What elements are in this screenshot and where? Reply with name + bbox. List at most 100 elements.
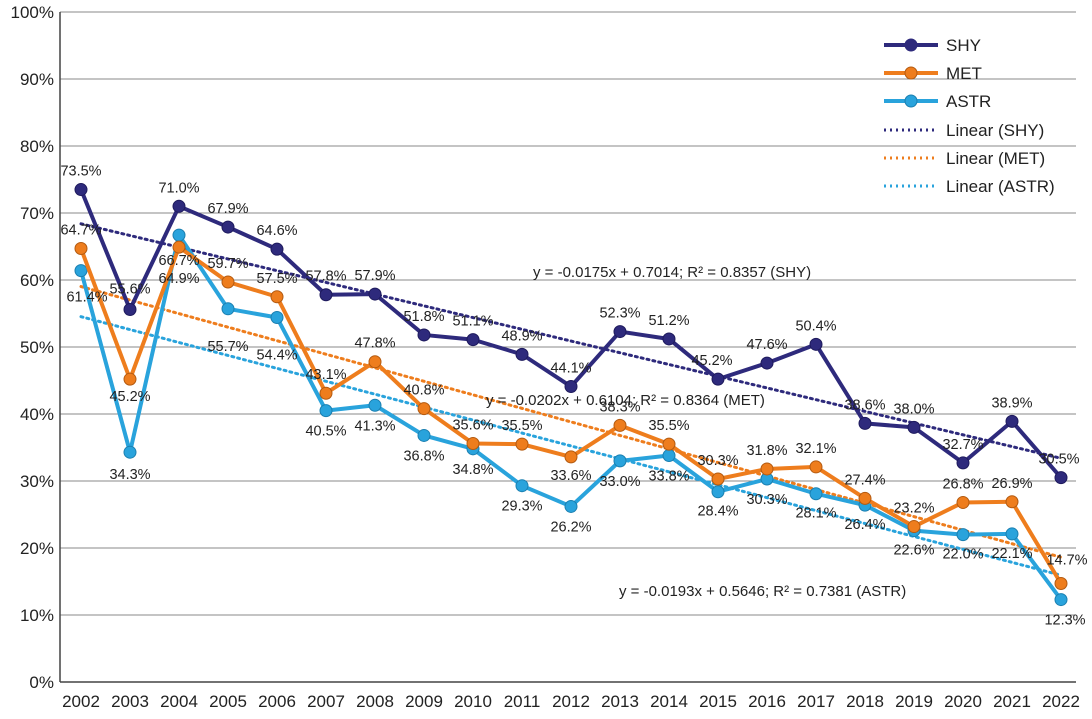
data-label-shy: 57.8% <box>305 269 346 285</box>
data-point-shy[interactable] <box>172 199 186 213</box>
x-tick-label: 2003 <box>111 692 149 711</box>
data-point-met[interactable] <box>564 450 578 464</box>
data-point-astr[interactable] <box>270 311 284 325</box>
data-point-astr[interactable] <box>368 398 382 412</box>
data-point-met[interactable] <box>74 242 88 256</box>
trendlines <box>79 222 1063 577</box>
data-point-met[interactable] <box>760 462 774 476</box>
data-point-met[interactable] <box>1005 495 1019 509</box>
data-label-shy: 30.5% <box>1038 452 1079 468</box>
data-point-shy[interactable] <box>417 328 431 342</box>
data-point-met[interactable] <box>809 460 823 474</box>
data-point-shy[interactable] <box>662 332 676 346</box>
grid-lines <box>59 11 1076 683</box>
legend-item-shy[interactable]: SHY <box>884 36 981 55</box>
data-point-shy[interactable] <box>1005 414 1019 428</box>
legend-label-astr: ASTR <box>946 92 991 111</box>
y-tick-label: 0% <box>29 673 54 692</box>
x-tick-label: 2010 <box>454 692 492 711</box>
data-point-astr[interactable] <box>662 449 676 463</box>
data-point-met[interactable] <box>221 275 235 289</box>
data-label-shy: 45.2% <box>691 353 732 369</box>
legend-item-linear-shy[interactable]: Linear (SHY) <box>884 121 1044 140</box>
data-point-shy[interactable] <box>711 372 725 386</box>
x-tick-label: 2005 <box>209 692 247 711</box>
data-point-shy[interactable] <box>809 337 823 351</box>
data-point-met[interactable] <box>613 418 627 432</box>
legend-item-linear-met[interactable]: Linear (MET) <box>884 149 1045 168</box>
data-point-astr[interactable] <box>613 454 627 468</box>
y-tick-label: 80% <box>20 137 54 156</box>
data-label-astr: 41.3% <box>354 418 395 434</box>
data-point-met[interactable] <box>907 520 921 534</box>
data-point-shy[interactable] <box>123 302 137 316</box>
data-point-met[interactable] <box>319 386 333 400</box>
data-point-met[interactable] <box>466 436 480 450</box>
data-point-shy[interactable] <box>270 242 284 256</box>
data-label-met: 27.4% <box>844 472 885 488</box>
data-point-met[interactable] <box>1054 577 1068 591</box>
data-point-astr[interactable] <box>123 445 137 459</box>
data-point-astr[interactable] <box>1054 593 1068 607</box>
data-point-met[interactable] <box>711 472 725 486</box>
data-label-shy: 71.0% <box>158 180 199 196</box>
data-point-shy[interactable] <box>466 333 480 347</box>
data-point-shy[interactable] <box>564 380 578 394</box>
data-point-astr[interactable] <box>809 487 823 501</box>
data-point-shy[interactable] <box>858 416 872 430</box>
data-point-met[interactable] <box>515 437 529 451</box>
data-point-astr[interactable] <box>1005 527 1019 541</box>
data-point-astr[interactable] <box>319 404 333 418</box>
y-axis-ticks: 0% 10% 20% 30% 40% 50% 60% 70% 80% 90% 100% <box>11 3 54 692</box>
data-point-shy[interactable] <box>319 288 333 302</box>
data-point-shy[interactable] <box>956 456 970 470</box>
data-point-shy[interactable] <box>368 287 382 301</box>
data-point-astr[interactable] <box>711 485 725 499</box>
data-point-shy[interactable] <box>907 420 921 434</box>
y-tick-label: 10% <box>20 606 54 625</box>
data-label-astr: 33.0% <box>599 474 640 490</box>
data-label-met: 45.2% <box>109 389 150 405</box>
data-point-astr[interactable] <box>74 264 88 278</box>
x-tick-label: 2011 <box>504 692 541 711</box>
data-point-met[interactable] <box>172 240 186 254</box>
data-point-met[interactable] <box>662 437 676 451</box>
legend-label-met: MET <box>946 64 982 83</box>
data-point-astr[interactable] <box>172 228 186 242</box>
equation-met: y = -0.0202x + 0.6104; R² = 0.8364 (MET) <box>486 392 765 409</box>
data-point-met[interactable] <box>858 491 872 505</box>
data-point-astr[interactable] <box>515 479 529 493</box>
legend-item-astr[interactable]: ASTR <box>884 92 991 111</box>
data-series <box>74 183 1068 607</box>
x-tick-label: 2012 <box>552 692 590 711</box>
legend-marker-met <box>904 66 918 80</box>
data-point-shy[interactable] <box>613 325 627 339</box>
data-point-shy[interactable] <box>515 347 529 361</box>
y-tick-label: 60% <box>20 271 54 290</box>
x-tick-label: 2018 <box>846 692 884 711</box>
data-point-met[interactable] <box>270 290 284 304</box>
data-point-shy[interactable] <box>760 356 774 370</box>
data-label-shy: 51.2% <box>648 313 689 329</box>
legend-item-linear-astr[interactable]: Linear (ASTR) <box>884 177 1055 196</box>
data-point-met[interactable] <box>956 495 970 509</box>
data-label-met: 57.5% <box>256 271 297 287</box>
data-point-astr[interactable] <box>417 428 431 442</box>
data-label-met: 23.2% <box>893 501 934 517</box>
data-label-met: 40.8% <box>403 383 444 399</box>
data-point-met[interactable] <box>417 402 431 416</box>
legend-label-linear-shy: Linear (SHY) <box>946 121 1044 140</box>
data-point-met[interactable] <box>368 355 382 369</box>
data-point-astr[interactable] <box>564 499 578 513</box>
data-point-shy[interactable] <box>221 220 235 234</box>
legend: SHY MET ASTR Linear (SHY) Linear (MET) <box>884 36 1055 196</box>
data-point-astr[interactable] <box>221 302 235 316</box>
data-point-astr[interactable] <box>956 528 970 542</box>
data-point-met[interactable] <box>123 372 137 386</box>
data-point-shy[interactable] <box>1054 471 1068 485</box>
data-label-met: 26.8% <box>942 476 983 492</box>
data-point-shy[interactable] <box>74 183 88 197</box>
data-label-shy: 50.4% <box>795 318 836 334</box>
legend-item-met[interactable]: MET <box>884 64 982 83</box>
